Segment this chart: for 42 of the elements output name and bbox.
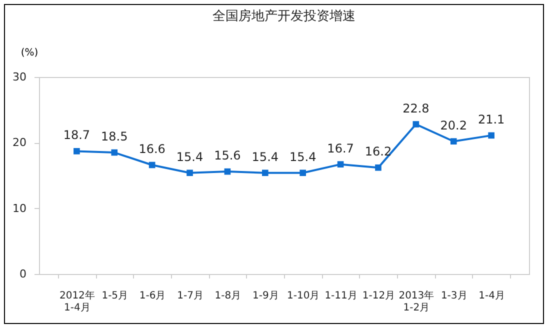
y-tick-label: 20: [12, 136, 26, 150]
data-label: 16.2: [364, 144, 392, 159]
x-tick-label: 1-3月: [440, 290, 468, 302]
point: [186, 170, 193, 176]
x-tick-label: 1-4月: [478, 290, 505, 302]
y-tick-label: 10: [12, 202, 26, 215]
x-tick-label: 2013年 1-2月: [398, 290, 434, 314]
x-tick-label: 1-6月: [139, 290, 166, 302]
x-tick-label: 1-5月: [102, 290, 128, 302]
x-tick-label: 1-12月: [362, 290, 396, 302]
point: [488, 132, 494, 139]
x-tick-label: 1-10月: [286, 290, 320, 302]
point: [111, 149, 118, 156]
y-tick-label: 0: [20, 268, 26, 280]
data-label: 22.8: [402, 101, 430, 116]
data-label: 18.5: [101, 130, 128, 144]
point: [262, 170, 268, 176]
point: [375, 164, 382, 171]
x-tick-label: 1-11月: [324, 290, 358, 302]
x-tick-label: 2012年 1-4月: [59, 290, 95, 314]
data-label: 16.6: [138, 142, 166, 156]
point: [337, 161, 344, 168]
point: [450, 138, 457, 145]
chart-title: 全国房地产开发投资增速: [212, 8, 356, 24]
y-tick-label: 30: [12, 70, 26, 84]
point: [74, 148, 80, 154]
y-axis-title: (%): [20, 48, 38, 58]
x-tick-label: 1-9月: [252, 290, 279, 302]
data-label: 15.4: [252, 150, 279, 164]
data-label: 21.1: [478, 112, 505, 126]
point: [300, 170, 306, 176]
point: [148, 162, 156, 168]
data-label: 20.2: [440, 118, 467, 132]
point: [224, 168, 231, 175]
data-label: 15.4: [289, 150, 316, 164]
data-label: 15.6: [214, 148, 241, 163]
data-label: 18.7: [63, 128, 90, 142]
x-tick-label: 1-8月: [214, 290, 242, 302]
point: [412, 121, 420, 128]
data-label: 16.7: [327, 141, 354, 156]
data-label: 15.4: [176, 150, 204, 164]
x-tick-label: 1-7月: [177, 290, 204, 302]
